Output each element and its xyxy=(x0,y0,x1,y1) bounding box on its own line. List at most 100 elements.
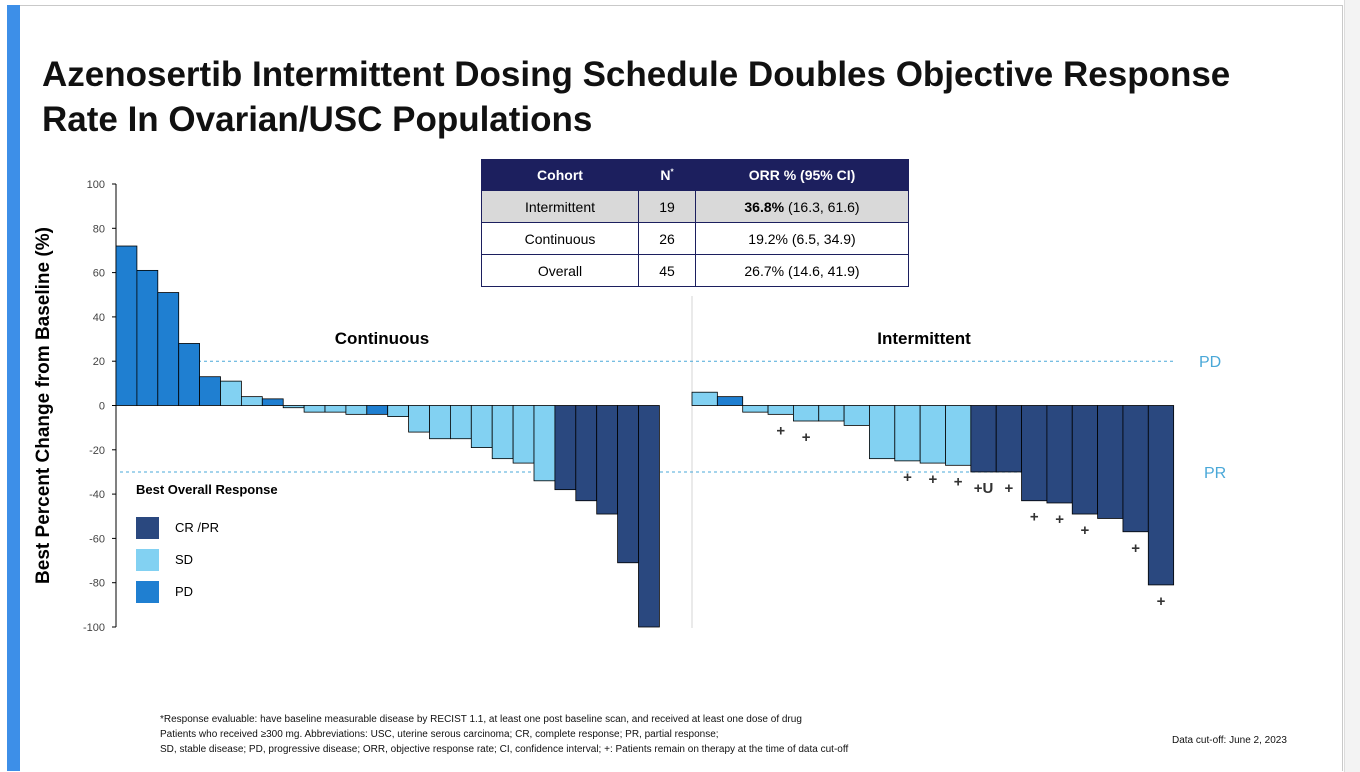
title-line-1: Azenosertib Intermittent Dosing Schedule… xyxy=(42,55,1231,94)
bar xyxy=(1071,405,1099,515)
bar xyxy=(575,405,598,502)
bar xyxy=(115,245,138,406)
cell-orr-value: 26.7% xyxy=(744,262,785,279)
footnote-line: *Response evaluable: have baseline measu… xyxy=(160,714,802,725)
footnote-line: Patients who received ≥300 mg. Abbreviat… xyxy=(160,729,719,740)
bar xyxy=(533,405,556,482)
y-tick-label: 100 xyxy=(87,179,105,191)
cell-orr: 19.2% (6.5, 34.9) xyxy=(695,222,909,255)
bar xyxy=(387,405,410,417)
bar xyxy=(818,405,845,422)
viewer-scrollbar[interactable] xyxy=(1344,0,1360,772)
legend-swatch-sd xyxy=(136,549,159,571)
bar xyxy=(894,405,921,462)
title-line-2: Rate In Ovarian/USC Populations xyxy=(42,100,593,139)
ongoing-therapy-marker: + xyxy=(1131,540,1140,557)
bar xyxy=(1046,405,1073,504)
bar xyxy=(919,405,946,464)
cell-cohort: Overall xyxy=(481,254,639,287)
slide-title: Azenosertib Intermittent Dosing Schedule… xyxy=(42,52,1332,142)
bar xyxy=(282,405,305,409)
header-n: N* xyxy=(638,159,696,191)
ongoing-therapy-marker: + xyxy=(928,471,937,488)
bar xyxy=(429,405,451,440)
data-cutoff: Data cut-off: June 2, 2023 xyxy=(1172,735,1287,746)
bar xyxy=(470,405,493,448)
y-tick-label: 40 xyxy=(93,312,105,324)
bar xyxy=(261,398,284,406)
bar xyxy=(869,405,896,460)
cell-orr-ci: (6.5, 34.9) xyxy=(791,230,856,247)
cell-cohort: Intermittent xyxy=(481,190,639,223)
cell-orr: 26.7% (14.6, 41.9) xyxy=(695,254,909,287)
y-tick-label: -40 xyxy=(89,489,105,501)
legend-swatch-cr xyxy=(136,517,159,539)
ongoing-therapy-marker: +U xyxy=(974,480,994,497)
footnote-line: SD, stable disease; PD, progressive dise… xyxy=(160,744,849,755)
bar xyxy=(970,405,997,473)
slide-right-border xyxy=(1342,5,1343,771)
bar xyxy=(136,269,159,406)
legend-label-pd: PD xyxy=(175,584,193,599)
bar xyxy=(793,405,820,422)
cell-orr-ci: (14.6, 41.9) xyxy=(787,262,860,279)
table-row: Intermittent 19 36.8% (16.3, 61.6) xyxy=(481,190,909,223)
bar xyxy=(512,405,535,464)
bar xyxy=(220,380,242,406)
ongoing-therapy-marker: + xyxy=(802,429,811,446)
slide-top-border xyxy=(20,5,1342,6)
bar xyxy=(1122,405,1149,533)
cell-orr-value: 19.2% xyxy=(748,230,788,247)
bar xyxy=(617,405,639,564)
y-tick-label: 60 xyxy=(93,268,105,280)
slide-accent-bar xyxy=(7,5,20,771)
legend-label-sd: SD xyxy=(175,552,193,567)
panel-title-intermittent: Intermittent xyxy=(877,329,971,348)
legend-label-cr: CR /PR xyxy=(175,520,219,535)
header-cohort: Cohort xyxy=(481,159,639,191)
ongoing-therapy-marker: + xyxy=(954,473,963,490)
bar xyxy=(366,405,389,415)
cell-cohort: Continuous xyxy=(481,222,639,255)
cell-orr: 36.8% (16.3, 61.6) xyxy=(695,190,909,223)
threshold-label-pd: PD xyxy=(1199,354,1221,371)
bar xyxy=(491,405,514,460)
ongoing-therapy-marker: + xyxy=(1157,593,1166,610)
y-tick-label: 0 xyxy=(99,401,105,413)
bar xyxy=(995,405,1022,473)
cell-n: 26 xyxy=(638,222,696,255)
bar xyxy=(303,405,326,413)
y-tick-label: -20 xyxy=(89,445,105,457)
footnotes: *Response evaluable: have baseline measu… xyxy=(160,712,848,757)
bar xyxy=(449,405,472,440)
bar xyxy=(157,292,180,406)
ongoing-therapy-marker: + xyxy=(1055,511,1064,528)
bar xyxy=(716,396,744,406)
bar xyxy=(691,391,718,406)
bar xyxy=(1147,405,1175,586)
bar xyxy=(945,405,972,466)
bar xyxy=(742,405,769,413)
bar xyxy=(1097,405,1124,519)
cell-orr-value: 36.8% xyxy=(744,198,785,215)
bar xyxy=(408,405,430,433)
table-row: Continuous 26 19.2% (6.5, 34.9) xyxy=(481,222,909,255)
ongoing-therapy-marker: + xyxy=(903,469,912,486)
orr-table: Cohort N* ORR % (95% CI) Intermittent 19… xyxy=(481,159,909,287)
y-tick-label: -100 xyxy=(83,622,105,634)
bar xyxy=(554,405,577,491)
y-tick-label: 80 xyxy=(93,223,105,235)
bar xyxy=(240,396,263,406)
cell-n: 45 xyxy=(638,254,696,287)
bar xyxy=(638,405,660,628)
y-axis-label: Best Percent Change from Baseline (%) xyxy=(33,227,54,584)
ongoing-therapy-marker: + xyxy=(1030,509,1039,526)
bar xyxy=(767,405,794,415)
cell-orr-ci: (16.3, 61.6) xyxy=(787,198,860,215)
bar xyxy=(345,405,368,415)
orr-table-header: Cohort N* ORR % (95% CI) xyxy=(481,159,909,191)
bar xyxy=(199,376,221,406)
bar xyxy=(178,343,200,406)
